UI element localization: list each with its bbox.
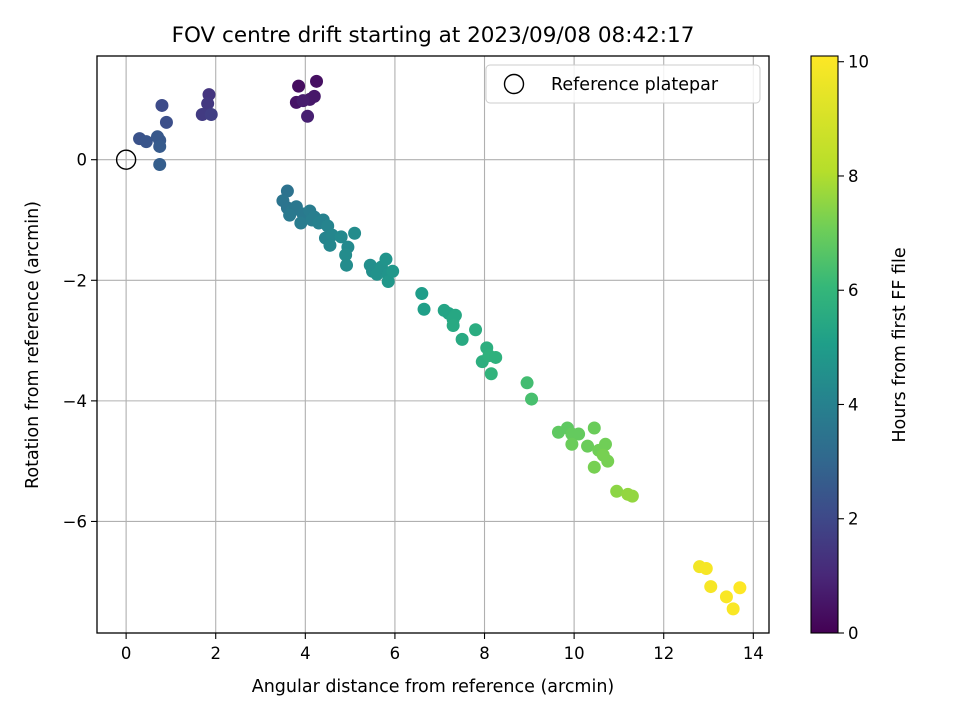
- data-point: [726, 602, 740, 616]
- x-axis-ticks: 0 2 4 6 8 10 12 14: [121, 633, 764, 663]
- data-point: [153, 158, 167, 172]
- data-point: [625, 489, 639, 503]
- x-tick-label: 6: [390, 644, 401, 663]
- data-point: [581, 439, 595, 453]
- data-point: [417, 302, 431, 316]
- data-point: [280, 184, 294, 198]
- data-point: [484, 367, 498, 381]
- data-point: [733, 581, 747, 595]
- reference-marker: [115, 149, 137, 170]
- data-point: [489, 350, 503, 364]
- y-axis-ticks: 0 −2 −4 −6: [63, 151, 97, 531]
- data-point: [301, 109, 315, 123]
- data-point: [520, 376, 534, 390]
- data-point: [386, 264, 400, 278]
- colorbar-tick-label: 0: [848, 624, 859, 643]
- x-tick-label: 8: [479, 644, 490, 663]
- colorbar-tick-label: 8: [848, 167, 859, 186]
- data-point: [610, 484, 624, 498]
- data-point: [323, 238, 337, 252]
- data-point: [699, 561, 713, 575]
- data-point: [139, 135, 153, 149]
- data-point: [201, 97, 215, 111]
- data-point: [307, 89, 321, 103]
- x-tick-label: 10: [564, 644, 585, 663]
- data-point: [334, 230, 348, 244]
- x-tick-label: 14: [743, 644, 764, 663]
- data-point: [587, 460, 601, 474]
- colorbar-tick-label: 10: [848, 53, 869, 72]
- data-point: [587, 421, 601, 435]
- x-tick-label: 4: [300, 644, 311, 663]
- y-tick-label: −6: [63, 512, 87, 531]
- colorbar-label: Hours from first FF file: [890, 247, 910, 442]
- y-tick-label: 0: [77, 151, 88, 170]
- x-tick-label: 2: [210, 644, 221, 663]
- legend-entry-reference-platepar: Reference platepar: [551, 75, 719, 95]
- data-point: [598, 437, 612, 451]
- data-point: [415, 287, 429, 301]
- data-point: [294, 216, 308, 230]
- colorbar-tick-label: 6: [848, 281, 859, 300]
- data-point: [155, 98, 169, 112]
- data-point: [283, 208, 297, 222]
- data-point: [153, 139, 167, 153]
- x-tick-label: 12: [653, 644, 674, 663]
- data-point: [565, 437, 579, 451]
- colorbar-frame: [810, 55, 839, 634]
- data-point: [195, 107, 209, 121]
- data-point: [601, 454, 615, 468]
- data-point: [292, 79, 306, 93]
- data-point: [704, 580, 718, 594]
- data-point: [525, 392, 539, 406]
- data-point: [572, 427, 586, 441]
- y-axis-label: Rotation from reference (arcmin): [23, 201, 43, 489]
- data-point: [448, 308, 462, 322]
- data-point: [381, 274, 395, 288]
- colorbar-tick-label: 2: [848, 510, 859, 529]
- data-point: [469, 323, 483, 337]
- y-tick-label: −4: [63, 392, 87, 411]
- reference-platepar-marker: [115, 149, 137, 170]
- data-point: [455, 332, 469, 346]
- data-points: [133, 74, 747, 616]
- data-point: [204, 107, 218, 121]
- colorbar-gradient: [811, 56, 838, 633]
- legend: Reference platepar: [485, 64, 761, 104]
- colorbar-ticks: 0 2 4 6 8 10: [838, 53, 869, 643]
- plot-frame: [96, 55, 770, 634]
- colorbar-tick-label: 4: [848, 395, 859, 414]
- legend-box: [485, 64, 761, 104]
- data-point: [339, 248, 353, 262]
- data-point: [340, 258, 354, 272]
- chart-title: FOV centre drift starting at 2023/09/08 …: [172, 23, 695, 48]
- data-point: [348, 226, 362, 240]
- x-axis-label: Angular distance from reference (arcmin): [252, 677, 615, 697]
- data-point: [310, 74, 324, 88]
- plot-area: [97, 56, 769, 633]
- colorbar: 0 2 4 6 8 10 Hours from first FF file: [810, 53, 910, 643]
- data-point: [719, 590, 733, 604]
- data-point: [446, 319, 460, 333]
- legend-reference-marker: [503, 73, 525, 95]
- y-tick-label: −2: [63, 271, 87, 290]
- data-point: [159, 115, 173, 129]
- data-point: [296, 94, 310, 108]
- data-point: [379, 252, 393, 266]
- x-tick-label: 0: [121, 644, 132, 663]
